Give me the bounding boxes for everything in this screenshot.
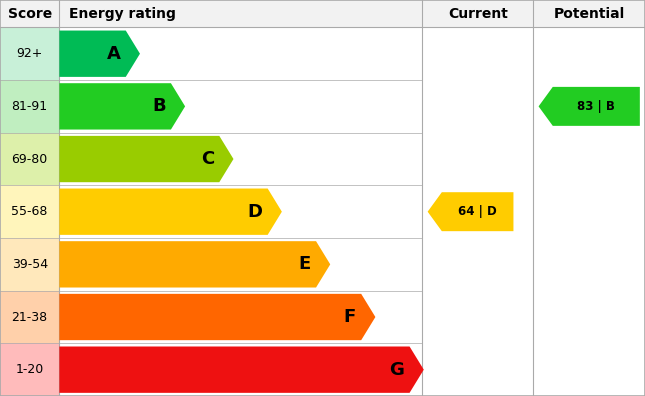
Text: 64 | D: 64 | D	[458, 205, 497, 218]
Text: F: F	[344, 308, 356, 326]
Polygon shape	[59, 136, 233, 182]
Bar	[0, 185, 59, 238]
Text: C: C	[201, 150, 214, 168]
Text: 83 | B: 83 | B	[577, 100, 615, 113]
Polygon shape	[59, 294, 375, 340]
Text: D: D	[248, 203, 263, 221]
Text: G: G	[390, 361, 404, 379]
Text: 81-91: 81-91	[12, 100, 48, 113]
Bar	[0, 238, 59, 291]
Text: Score: Score	[8, 7, 52, 21]
Polygon shape	[428, 192, 513, 231]
Polygon shape	[59, 188, 282, 235]
Polygon shape	[59, 346, 424, 393]
Text: 55-68: 55-68	[12, 205, 48, 218]
Text: 92+: 92+	[17, 47, 43, 60]
Polygon shape	[59, 241, 330, 287]
Polygon shape	[539, 87, 640, 126]
Bar	[0, 0, 645, 27]
Text: E: E	[299, 255, 311, 273]
Bar	[0, 343, 59, 396]
Text: 39-54: 39-54	[12, 258, 48, 271]
Bar	[0, 291, 59, 343]
Text: A: A	[106, 45, 121, 63]
Text: B: B	[152, 97, 166, 115]
Bar	[0, 27, 59, 80]
Polygon shape	[59, 30, 140, 77]
Text: Current: Current	[448, 7, 508, 21]
Bar	[0, 80, 59, 133]
Bar	[0, 133, 59, 185]
Text: 69-80: 69-80	[12, 152, 48, 166]
Text: Energy rating: Energy rating	[69, 7, 176, 21]
Text: 1-20: 1-20	[15, 363, 44, 376]
Text: 21-38: 21-38	[12, 310, 48, 324]
Text: Potential: Potential	[553, 7, 625, 21]
Polygon shape	[59, 83, 185, 129]
